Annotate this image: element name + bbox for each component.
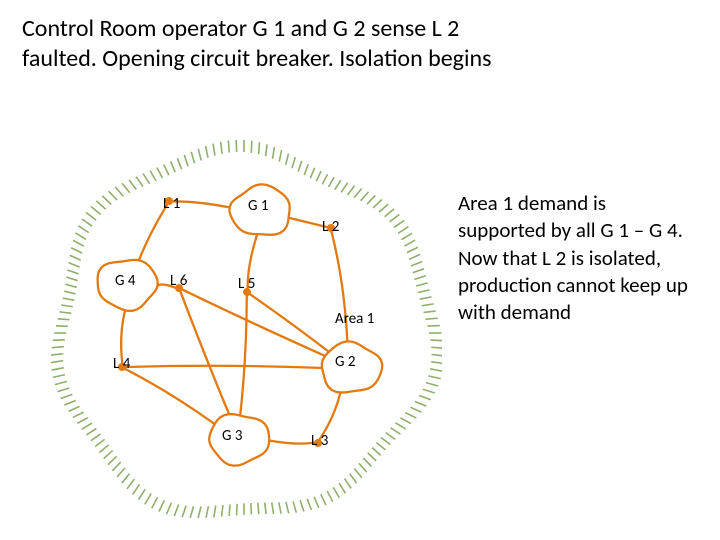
node-G3 (209, 414, 269, 466)
link-G3-L3 (269, 441, 314, 444)
node-G4 (98, 260, 158, 311)
links (121, 201, 347, 443)
diagram-caption: Area 1 demand is supported by all G 1 – … (458, 190, 698, 326)
link-G2-L6 (183, 290, 325, 356)
slide-title: Control Room operator G 1 and G 2 sense … (22, 14, 602, 74)
link-G1-L1 (173, 201, 231, 207)
link-G2-L4 (126, 366, 321, 368)
title-line-2: faulted. Opening circuit breaker. Isolat… (22, 44, 491, 73)
title-line-1: Control Room operator G 1 and G 2 sense … (22, 14, 459, 43)
node-L3 (314, 439, 322, 447)
link-G2-L3 (320, 391, 341, 439)
link-G3-L4 (125, 369, 214, 424)
link-G3-L5 (240, 296, 246, 414)
link-G3-L6 (180, 292, 229, 416)
link-G4-L4 (121, 309, 125, 363)
node-G1 (229, 184, 289, 235)
node-L5 (243, 288, 251, 296)
generator-nodes (98, 184, 383, 465)
link-G1-L5 (248, 236, 257, 288)
link-G4-L1 (139, 205, 168, 261)
link-G1-L2 (290, 218, 327, 227)
node-G2 (322, 341, 382, 392)
link-G2-L2 (332, 232, 348, 343)
node-L6 (175, 284, 183, 292)
node-L2 (327, 224, 335, 232)
node-L1 (165, 197, 173, 205)
link-G2-L5 (250, 294, 328, 351)
network-diagram (42, 140, 442, 530)
link-G4-L6 (157, 285, 175, 288)
node-L4 (118, 363, 126, 371)
